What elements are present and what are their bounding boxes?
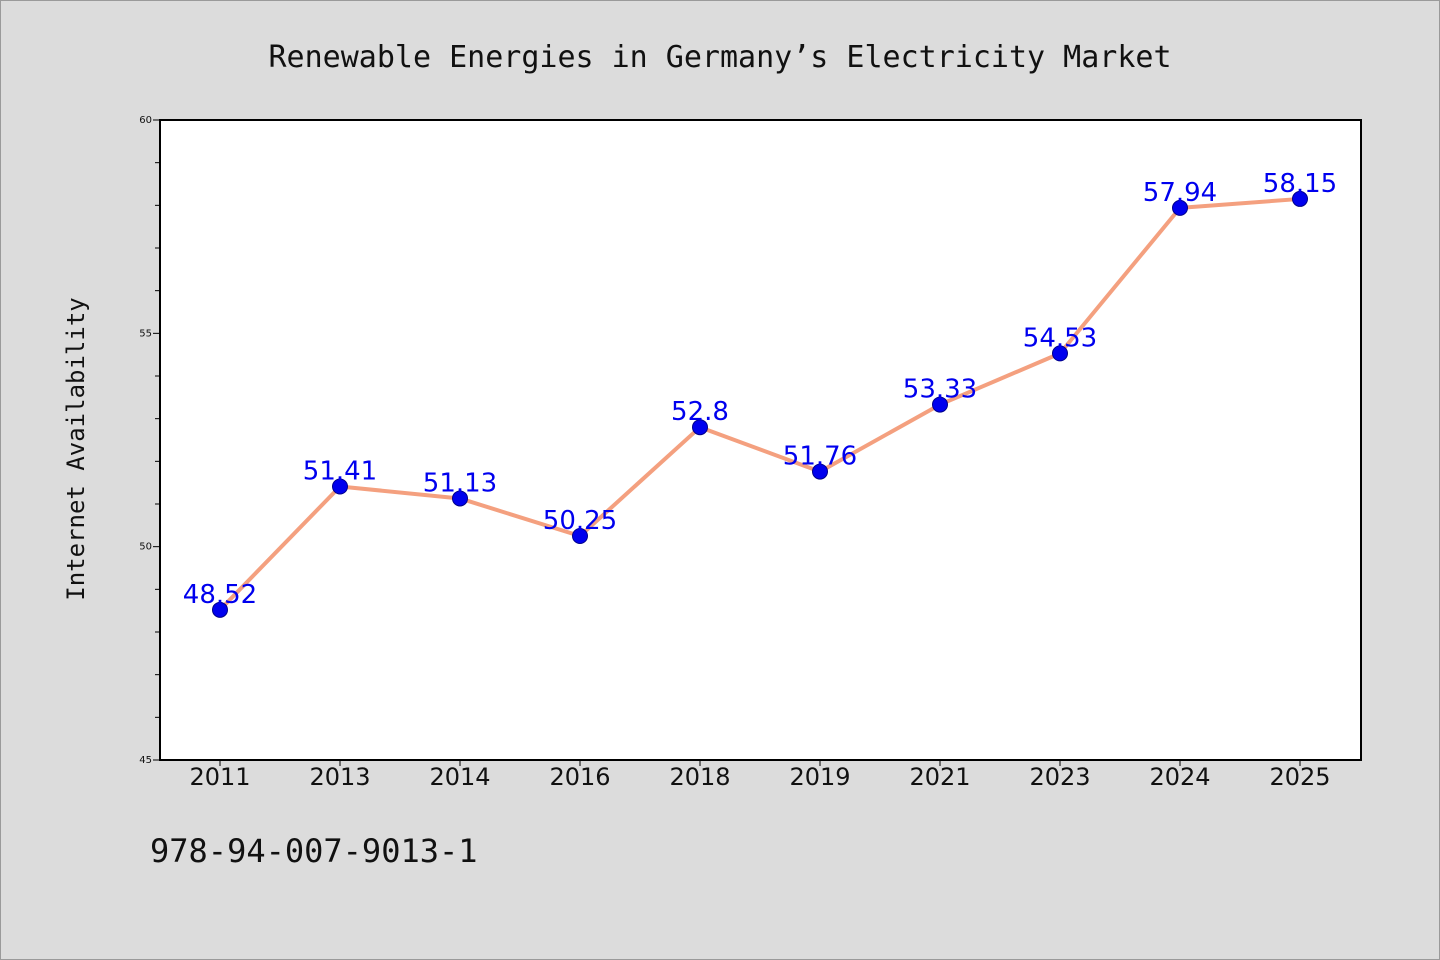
data-label: 53.33: [903, 375, 977, 405]
x-tick-label: 2024: [1149, 763, 1210, 791]
data-label: 54.53: [1023, 323, 1097, 353]
data-label: 52.8: [671, 397, 729, 427]
data-label: 58.15: [1263, 169, 1337, 199]
x-tick-label: 2014: [429, 763, 490, 791]
data-point: [1052, 345, 1068, 362]
data-label: 50.25: [543, 506, 617, 536]
footer-code: 978-94-007-9013-1: [150, 832, 478, 870]
data-point: [572, 528, 588, 544]
x-tick-label: 2019: [789, 763, 850, 791]
data-label: 48.52: [183, 580, 257, 610]
y-tick-label: 50: [139, 542, 152, 553]
x-tick-label: 2021: [909, 763, 970, 791]
x-tick-label: 2016: [549, 763, 610, 791]
data-label: 51.13: [423, 468, 497, 498]
x-tick-label: 2011: [189, 763, 250, 791]
y-tick-label: 55: [139, 328, 152, 339]
data-point: [932, 396, 948, 413]
x-tick-label: 2018: [669, 763, 730, 791]
data-label: 51.76: [783, 442, 857, 472]
data-points: [212, 190, 1308, 618]
data-point: [212, 601, 228, 618]
y-tick-label: 45: [139, 755, 152, 766]
data-point: [812, 463, 828, 480]
data-point: [1292, 190, 1308, 207]
y-axis-ticks: 45 50 55 60: [139, 115, 160, 766]
plot-border: [159, 119, 1362, 761]
y-axis-label: Internet Availability: [62, 297, 90, 600]
data-point: [332, 478, 348, 495]
plot-area: [160, 120, 1361, 760]
data-point: [452, 490, 468, 507]
x-tick-label: 2025: [1269, 763, 1330, 791]
x-axis-ticks: 2011 2013 2014 2016 2018 2019 2021 2023 2024 2025: [189, 760, 1331, 791]
data-label: 57.94: [1143, 178, 1217, 208]
series-line: [218, 196, 1302, 612]
x-tick-label: 2023: [1029, 763, 1090, 791]
data-label: 51.41: [303, 457, 377, 487]
x-tick-label: 2013: [309, 763, 370, 791]
data-labels: 48.52 51.41 51.13 50.25 52.8 51.76 53.33 54.53 5…: [183, 169, 1337, 610]
y-tick-label: 60: [139, 115, 152, 126]
data-point: [692, 419, 708, 436]
chart-title: Renewable Energies in Germany’s Electric…: [268, 40, 1171, 75]
data-point: [1172, 199, 1188, 216]
